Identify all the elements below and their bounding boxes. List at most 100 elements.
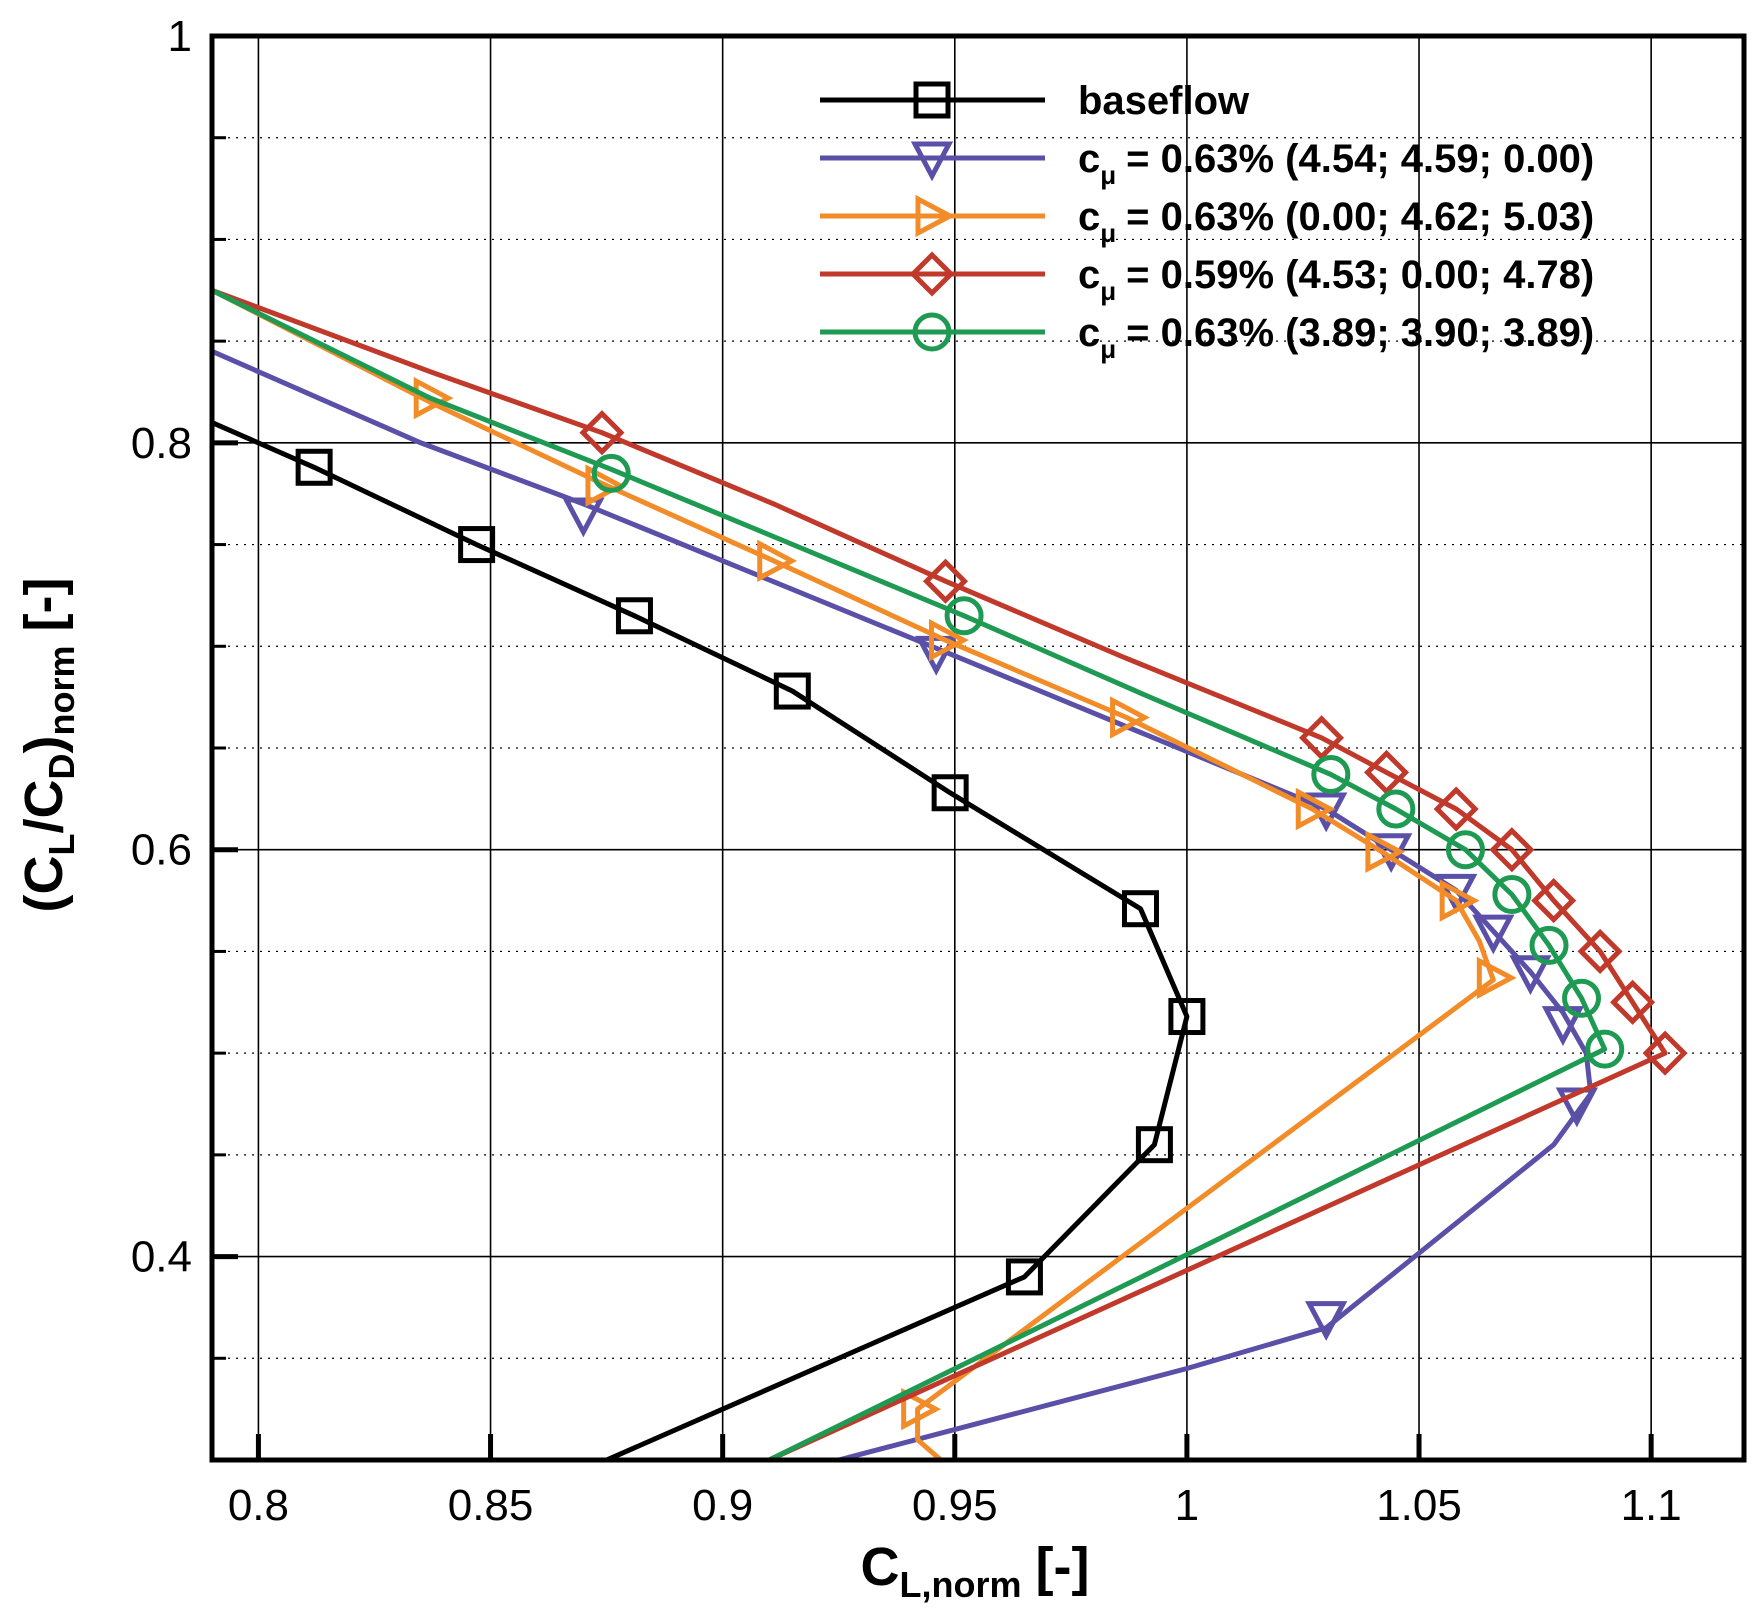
data-point xyxy=(615,597,653,635)
x-tick-label: 1 xyxy=(1175,1481,1199,1530)
data-point xyxy=(1299,715,1345,761)
x-axis-title-unit: [-] xyxy=(1036,1537,1090,1597)
x-tick-label: 0.95 xyxy=(912,1481,998,1530)
data-point xyxy=(1529,925,1569,965)
y-tick-label: 0.6 xyxy=(131,826,192,875)
plot-frame xyxy=(209,33,1747,1463)
data-point xyxy=(1509,955,1552,996)
y-tick-label: 1 xyxy=(168,12,192,61)
grid xyxy=(212,35,1744,1460)
x-tick-label: 0.8 xyxy=(228,1481,289,1530)
legend-label-main: baseflow xyxy=(1078,79,1250,123)
legend-marker xyxy=(915,194,956,238)
legend-label-rest: = 0.63% (4.54; 4.59; 0.00) xyxy=(1126,137,1594,181)
y-tick-label: 0.8 xyxy=(131,419,192,468)
legend-marker xyxy=(912,312,952,352)
legend-label-rest: = 0.59% (4.53; 0.00; 4.78) xyxy=(1126,253,1594,297)
y-axis-title: (CL/CD)norm [-] xyxy=(14,578,82,913)
legend-label: cμ = 0.63% (0.00; 4.62; 5.03) xyxy=(1078,195,1594,248)
series-layer xyxy=(212,287,1688,1460)
data-point xyxy=(1585,1029,1625,1069)
series-line xyxy=(212,287,1668,1460)
ticks: 0.8 0.85 0.9 0.95 1 1.05 1.1 0.4 0.6 0.8 1 xyxy=(131,12,1682,1530)
y-axis-title-open: (C xyxy=(14,855,74,912)
legend-entry: cμ = 0.59% (4.53; 0.00; 4.78) xyxy=(820,251,1594,306)
x-axis-title-sub: L,norm xyxy=(900,1564,1022,1605)
data-point xyxy=(1363,749,1410,795)
data-point xyxy=(1433,786,1479,832)
data-point xyxy=(1577,928,1623,974)
data-point xyxy=(585,464,626,507)
legend-label-sub: μ xyxy=(1100,218,1116,248)
x-tick-label: 1.1 xyxy=(1621,1481,1682,1530)
legend-label-rest: = 0.63% (3.89; 3.90; 3.89) xyxy=(1126,311,1594,355)
data-point xyxy=(1555,1087,1599,1128)
legend-entry: cμ = 0.63% (0.00; 4.62; 5.03) xyxy=(820,194,1594,248)
y-axis-title-unit: [-] xyxy=(14,578,74,632)
data-point xyxy=(1168,998,1206,1036)
data-point xyxy=(1311,754,1351,794)
series-3 xyxy=(212,287,1688,1460)
x-axis-title: CL,norm [-] xyxy=(861,1537,1090,1605)
data-point xyxy=(562,497,605,538)
x-tick-label: 0.9 xyxy=(692,1481,753,1530)
legend-label: baseflow xyxy=(1078,79,1250,123)
legend-label-main: c xyxy=(1078,195,1100,239)
series-0 xyxy=(212,420,1206,1460)
y-tick-label: 0.4 xyxy=(131,1233,192,1282)
data-point xyxy=(944,596,984,636)
data-point xyxy=(1476,956,1517,1000)
data-point xyxy=(1365,830,1406,873)
data-point xyxy=(1489,827,1535,873)
legend-label: cμ = 0.63% (4.54; 4.59; 0.00) xyxy=(1078,137,1594,190)
data-point xyxy=(929,619,969,662)
data-point xyxy=(579,410,625,456)
legend-entry: cμ = 0.63% (3.89; 3.90; 3.89) xyxy=(820,311,1594,364)
y-axis-title-sub1: L xyxy=(41,833,82,855)
series-4 xyxy=(212,288,1625,1460)
data-point xyxy=(1562,978,1602,1018)
data-point xyxy=(591,453,631,493)
legend-label-sub: μ xyxy=(1100,276,1116,306)
data-point xyxy=(931,774,969,812)
data-point xyxy=(1376,789,1416,829)
data-point xyxy=(1531,878,1577,924)
y-axis-title-mid: /C xyxy=(14,779,74,833)
series-line xyxy=(212,288,1608,1460)
data-point xyxy=(1472,914,1515,955)
data-point xyxy=(1110,696,1150,739)
x-tick-label: 0.85 xyxy=(448,1481,534,1530)
data-point xyxy=(1305,1301,1348,1341)
legend-label-rest: = 0.63% (0.00; 4.62; 5.03) xyxy=(1126,195,1594,239)
data-point xyxy=(1445,830,1485,870)
legend-label-main: c xyxy=(1078,137,1100,181)
data-point xyxy=(1295,787,1336,831)
series-2 xyxy=(212,288,1517,1460)
data-point xyxy=(295,448,333,486)
data-point xyxy=(773,672,811,710)
data-point xyxy=(1439,879,1480,922)
legend-label-main: c xyxy=(1078,311,1100,355)
data-point xyxy=(901,1387,941,1431)
data-point xyxy=(1642,1030,1688,1076)
legend-label-main: c xyxy=(1078,253,1100,297)
data-point xyxy=(1005,1258,1043,1296)
y-axis-title-sub3: norm xyxy=(41,645,82,735)
legend-label-sub: μ xyxy=(1100,334,1116,364)
data-point xyxy=(1121,890,1159,928)
legend-label-sub: μ xyxy=(1100,160,1116,190)
data-point xyxy=(922,558,969,604)
series-line xyxy=(212,420,1190,1460)
y-axis-title-close: ) xyxy=(14,735,74,753)
x-axis-title-main: C xyxy=(861,1537,900,1597)
legend-marker xyxy=(913,81,951,119)
series-line xyxy=(212,288,1496,1460)
data-point xyxy=(757,539,798,583)
data-point xyxy=(1610,979,1656,1025)
legend-label: cμ = 0.63% (3.89; 3.90; 3.89) xyxy=(1078,311,1594,364)
legend-entry: cμ = 0.63% (4.54; 4.59; 0.00) xyxy=(820,137,1594,190)
legend-entry: baseflow xyxy=(820,79,1250,123)
legend-marker xyxy=(909,251,955,297)
